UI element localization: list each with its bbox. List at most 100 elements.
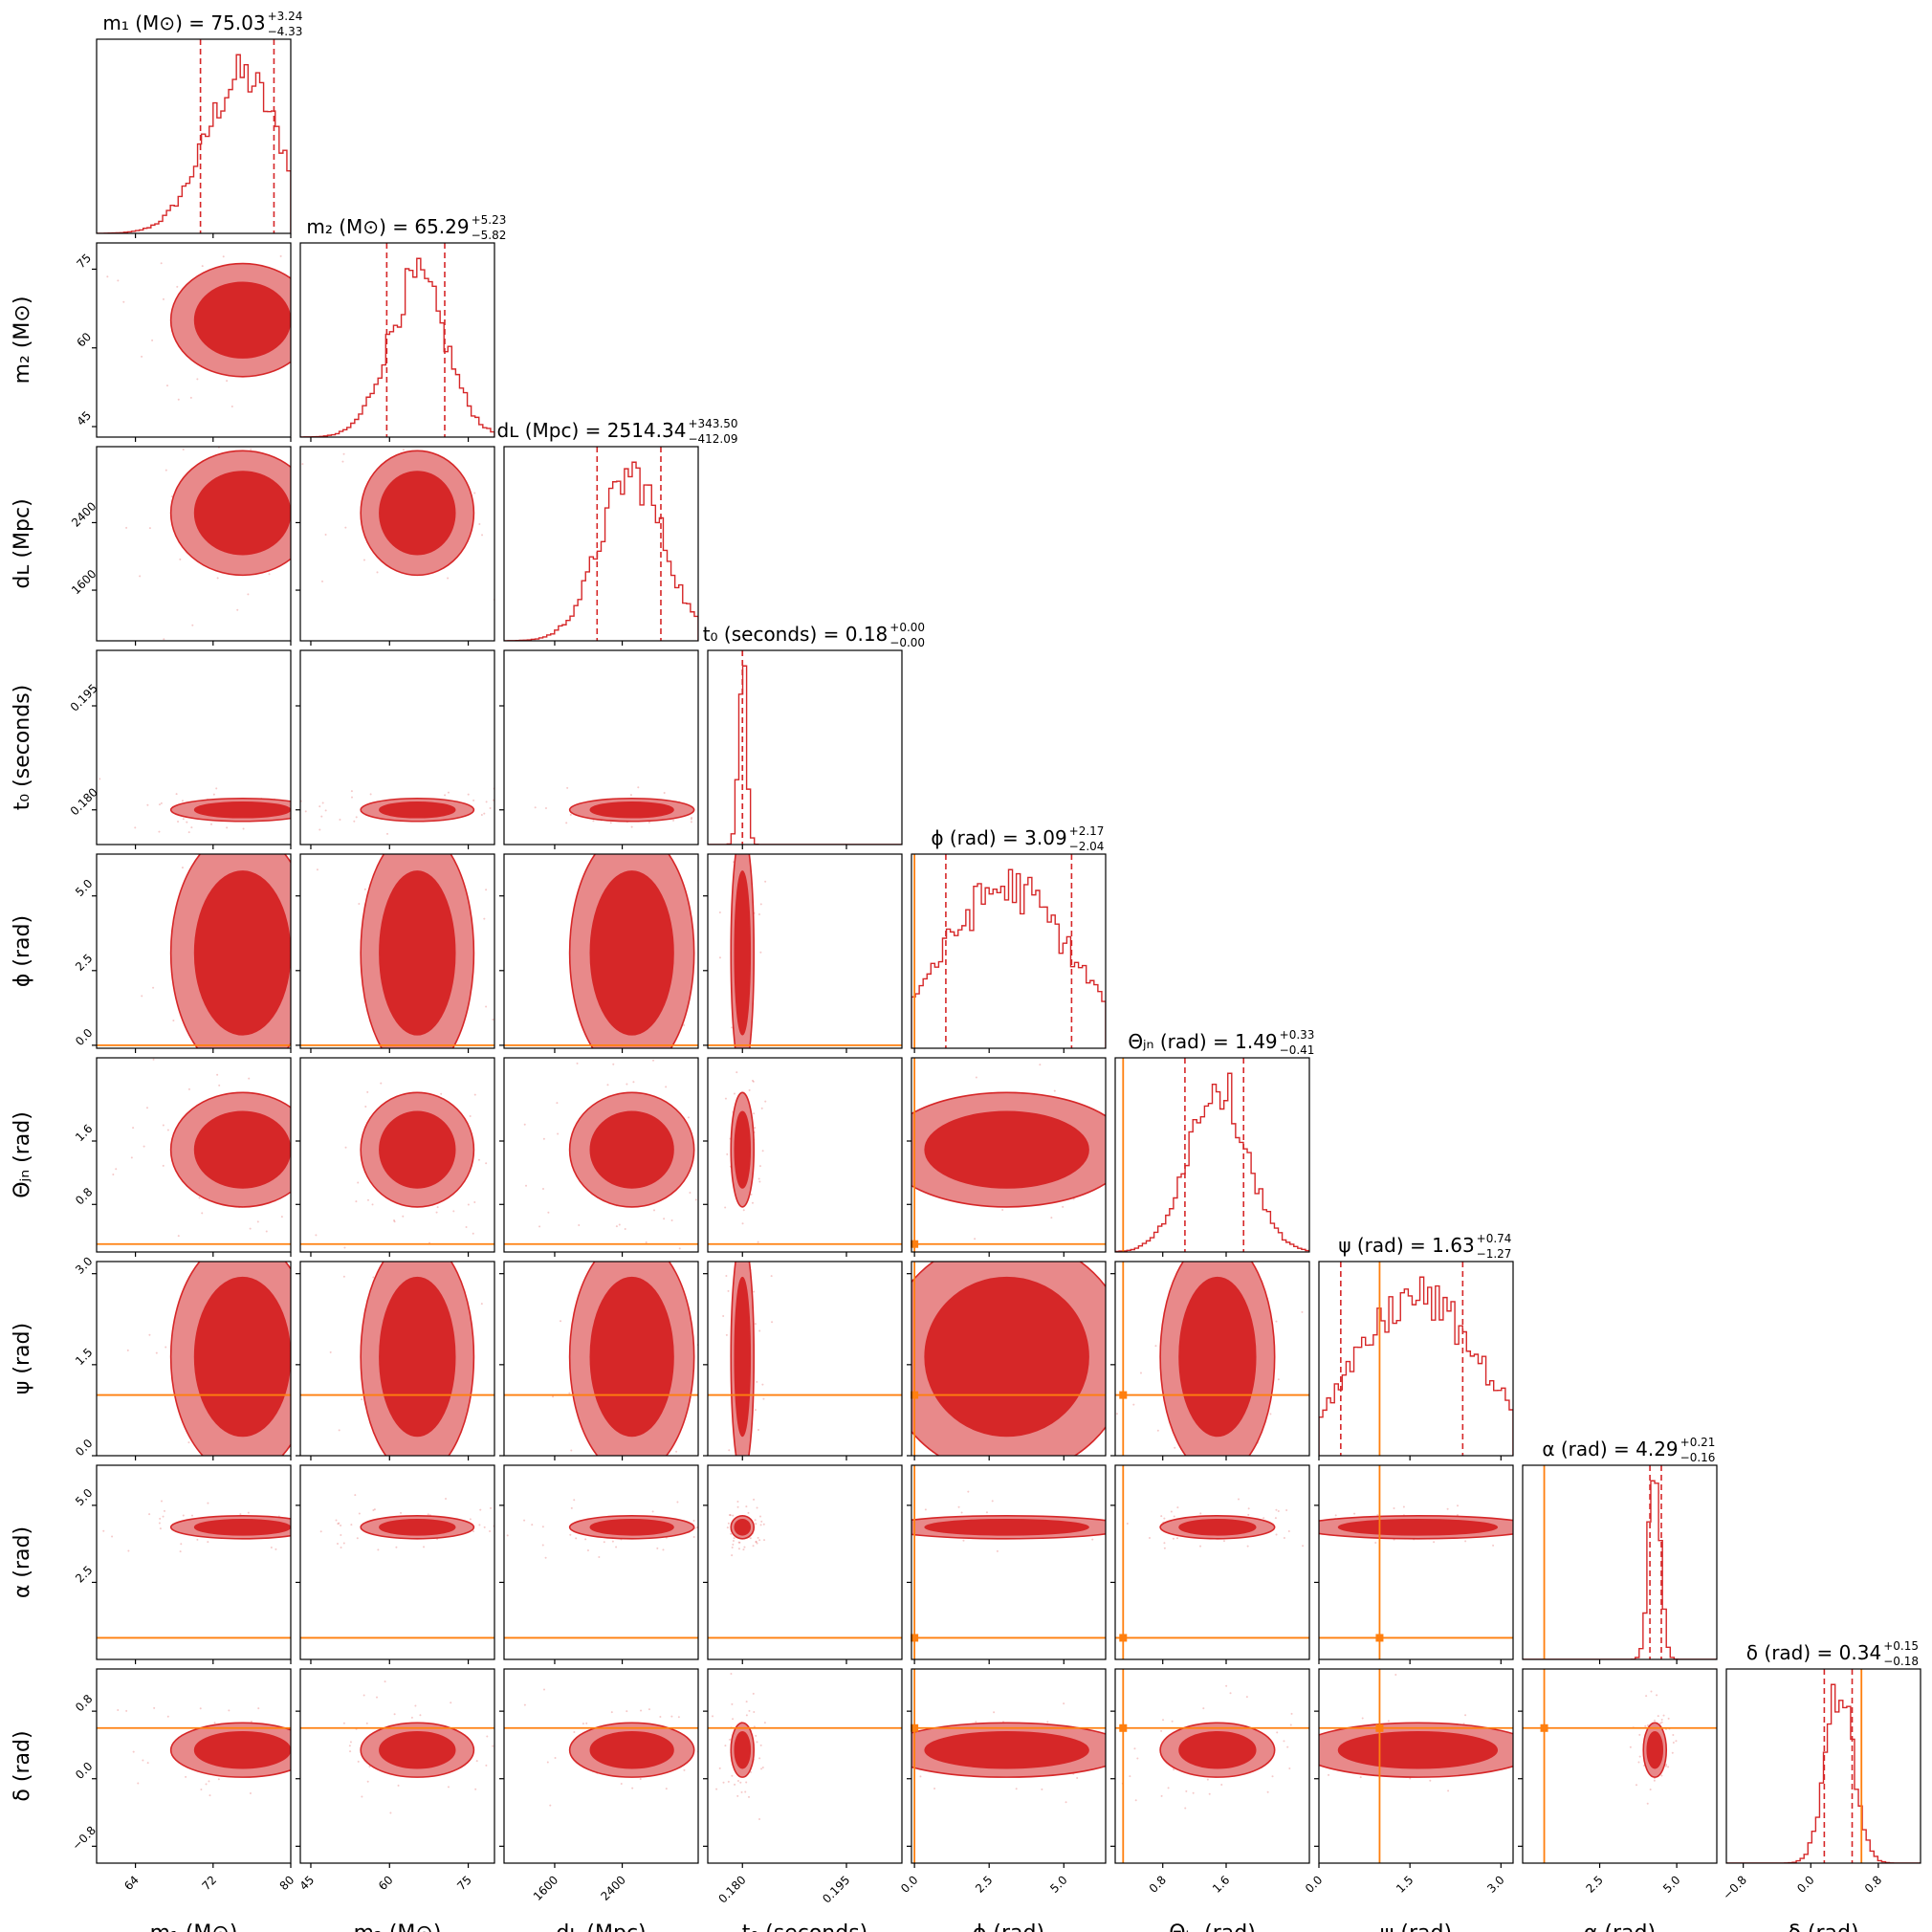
sample-point <box>1374 1310 1376 1312</box>
sample-point <box>115 426 117 428</box>
sample-point <box>1671 1751 1674 1754</box>
sample-point <box>336 1129 338 1131</box>
sample-point <box>732 1543 735 1546</box>
injection-marker <box>911 1240 919 1248</box>
x-axis-label-m1: m₁ (M⊙) <box>150 1921 238 1932</box>
contour-inner-t0-delta <box>734 1730 752 1769</box>
sample-point <box>1144 1104 1146 1106</box>
sample-point <box>1287 1530 1290 1533</box>
sample-point <box>216 1073 219 1076</box>
sample-point <box>758 1329 761 1332</box>
sample-point <box>610 1711 613 1714</box>
sample-point <box>760 1107 763 1109</box>
sample-point <box>1305 1558 1306 1560</box>
sample-point <box>1192 1791 1195 1794</box>
panel-frame <box>707 649 903 845</box>
sample-point <box>1313 1276 1315 1278</box>
sample-point <box>341 561 343 563</box>
sample-point <box>237 210 239 212</box>
sample-point <box>606 1084 609 1087</box>
sample-point <box>338 1522 340 1525</box>
panel-frame <box>707 1261 903 1457</box>
sample-point <box>117 1708 120 1711</box>
sample-point <box>419 1714 422 1717</box>
sample-point <box>365 1722 368 1724</box>
sample-point <box>475 774 477 776</box>
sample-point <box>949 1492 951 1494</box>
sample-point <box>1247 1513 1250 1516</box>
sample-point <box>344 526 347 529</box>
x-tick-label-dL: 1600 <box>531 1873 560 1902</box>
panel-frame <box>96 1668 292 1864</box>
sample-point <box>1091 1538 1094 1541</box>
sample-point <box>452 1210 455 1213</box>
sample-point <box>727 1289 730 1292</box>
sample-point <box>265 1230 268 1233</box>
histogram-t0 <box>708 665 902 845</box>
sample-point <box>483 1494 485 1496</box>
sample-point <box>257 1707 260 1710</box>
panel-title-plus-m2: +5.23 <box>472 213 507 227</box>
sample-point <box>384 1680 386 1683</box>
sample-point <box>1167 1536 1169 1538</box>
x-tick-label-delta: −0.8 <box>1721 1873 1750 1902</box>
sample-point <box>700 1474 702 1476</box>
sample-point <box>187 1441 190 1444</box>
contour-inner-theta_jn-psi <box>1178 1276 1257 1438</box>
sample-point <box>66 252 68 254</box>
sample-point <box>1135 1538 1137 1540</box>
sample-point <box>92 1513 94 1515</box>
sample-point <box>362 559 365 561</box>
sample-point <box>758 1165 761 1168</box>
sample-point <box>660 1074 662 1076</box>
sample-point <box>880 1128 882 1130</box>
sample-point <box>791 1722 793 1723</box>
sample-point <box>1150 1711 1152 1713</box>
sample-point <box>753 1498 756 1501</box>
sample-point <box>1050 1217 1053 1219</box>
sample-point <box>474 1788 477 1790</box>
sample-point <box>541 1544 544 1547</box>
sample-point <box>349 1750 352 1753</box>
x-tick-label-alpha: 2.5 <box>1584 1873 1606 1895</box>
sample-point <box>662 1548 665 1551</box>
sample-point <box>691 816 693 819</box>
sample-point <box>465 1226 468 1229</box>
sample-point <box>1062 1205 1065 1208</box>
y-axis-label-alpha: α (rad) <box>11 1526 34 1598</box>
sample-point <box>1222 1540 1225 1543</box>
sample-point <box>329 715 331 717</box>
sample-point <box>146 1762 149 1765</box>
sample-point <box>1646 1802 1649 1805</box>
sample-point <box>302 1767 304 1768</box>
sample-point <box>724 1097 727 1100</box>
sample-point <box>1288 1767 1291 1769</box>
sample-point <box>738 840 740 842</box>
panel-title-minus-m1: −4.33 <box>268 25 303 38</box>
sample-point <box>362 378 363 380</box>
sample-point <box>523 1519 526 1522</box>
sample-point <box>1171 1720 1174 1723</box>
sample-point <box>201 1212 204 1215</box>
sample-point <box>285 237 287 239</box>
sample-point <box>702 1731 704 1733</box>
sample-point <box>335 1519 338 1522</box>
sample-point <box>294 962 296 964</box>
sample-point <box>130 1156 133 1159</box>
sample-point <box>137 430 139 432</box>
sample-point <box>736 1780 739 1783</box>
sample-point <box>139 575 142 578</box>
sample-point <box>750 1193 753 1196</box>
sample-point <box>539 1155 541 1157</box>
sample-point <box>959 1657 961 1658</box>
sample-point <box>312 357 314 359</box>
sample-point <box>127 1531 129 1533</box>
sample-point <box>225 1458 227 1460</box>
panel-title-minus-phi: −2.04 <box>1069 840 1105 853</box>
sample-point <box>525 1184 528 1187</box>
contour-inner-phi-delta <box>924 1730 1089 1769</box>
sample-point <box>324 533 327 536</box>
sample-point <box>519 819 521 821</box>
sample-point <box>1290 1712 1293 1715</box>
